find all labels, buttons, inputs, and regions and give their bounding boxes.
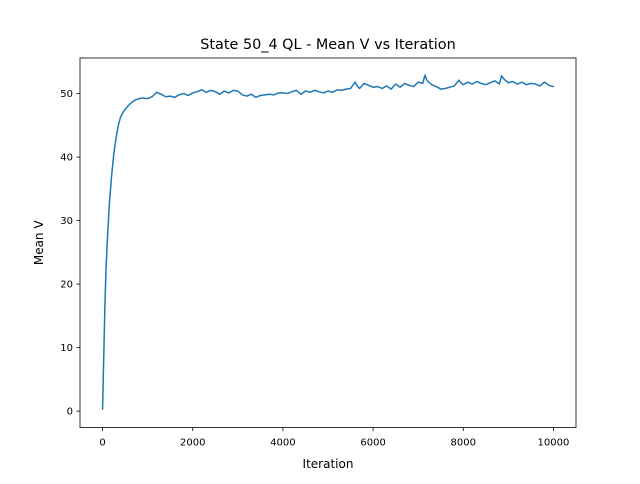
y-tick-label: 30 — [60, 216, 73, 227]
y-tick-label: 0 — [67, 407, 73, 418]
y-tick-label: 40 — [60, 153, 73, 164]
x-tick-label: 6000 — [360, 438, 385, 449]
plot-frame — [79, 57, 577, 429]
x-tick-label: 0 — [99, 438, 105, 449]
x-tick-label: 8000 — [451, 438, 476, 449]
series-line-0 — [101, 74, 555, 410]
y-axis-ticks: 0 10 20 30 40 50 — [60, 89, 80, 418]
chart-title: State 50_4 QL - Mean V vs Iteration — [200, 37, 455, 53]
x-tick-label: 2000 — [180, 438, 205, 449]
x-tick-label: 4000 — [270, 438, 295, 449]
y-tick-label: 50 — [60, 89, 73, 100]
y-axis-label: Mean V — [32, 220, 46, 266]
line-layer — [101, 74, 555, 410]
x-axis-ticks: 0 2000 4000 6000 8000 10000 — [99, 427, 570, 449]
y-tick-label: 10 — [60, 343, 73, 354]
x-axis-label: Iteration — [303, 457, 354, 471]
x-tick-label: 10000 — [538, 438, 570, 449]
y-tick-label: 20 — [60, 280, 73, 291]
